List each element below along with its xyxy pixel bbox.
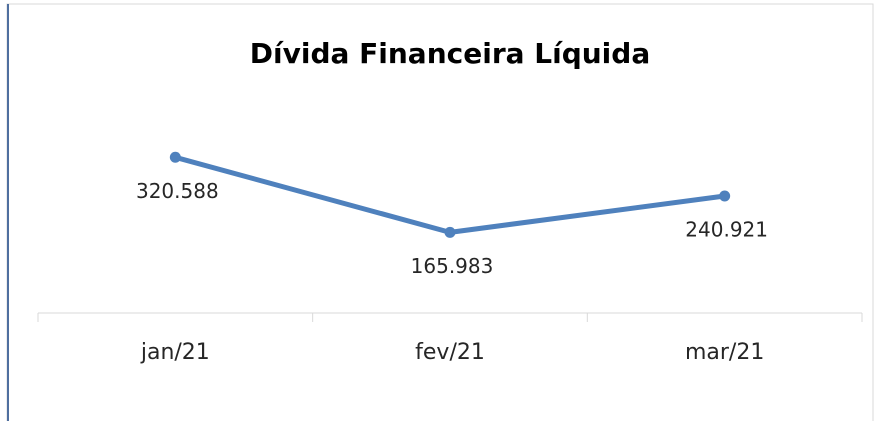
line-series	[174, 154, 725, 235]
chart-title: Dívida Financeira Líquida	[250, 37, 650, 70]
data-label: 240.921	[685, 217, 768, 241]
data-label: 320.588	[136, 179, 219, 203]
x-tick-label: jan/21	[140, 340, 210, 365]
data-label: 165.983	[411, 254, 494, 278]
data-point	[719, 190, 731, 202]
x-tick-label: fev/21	[415, 340, 485, 365]
x-tick-label: mar/21	[685, 340, 764, 365]
data-point	[444, 226, 456, 238]
data-point	[169, 151, 181, 163]
